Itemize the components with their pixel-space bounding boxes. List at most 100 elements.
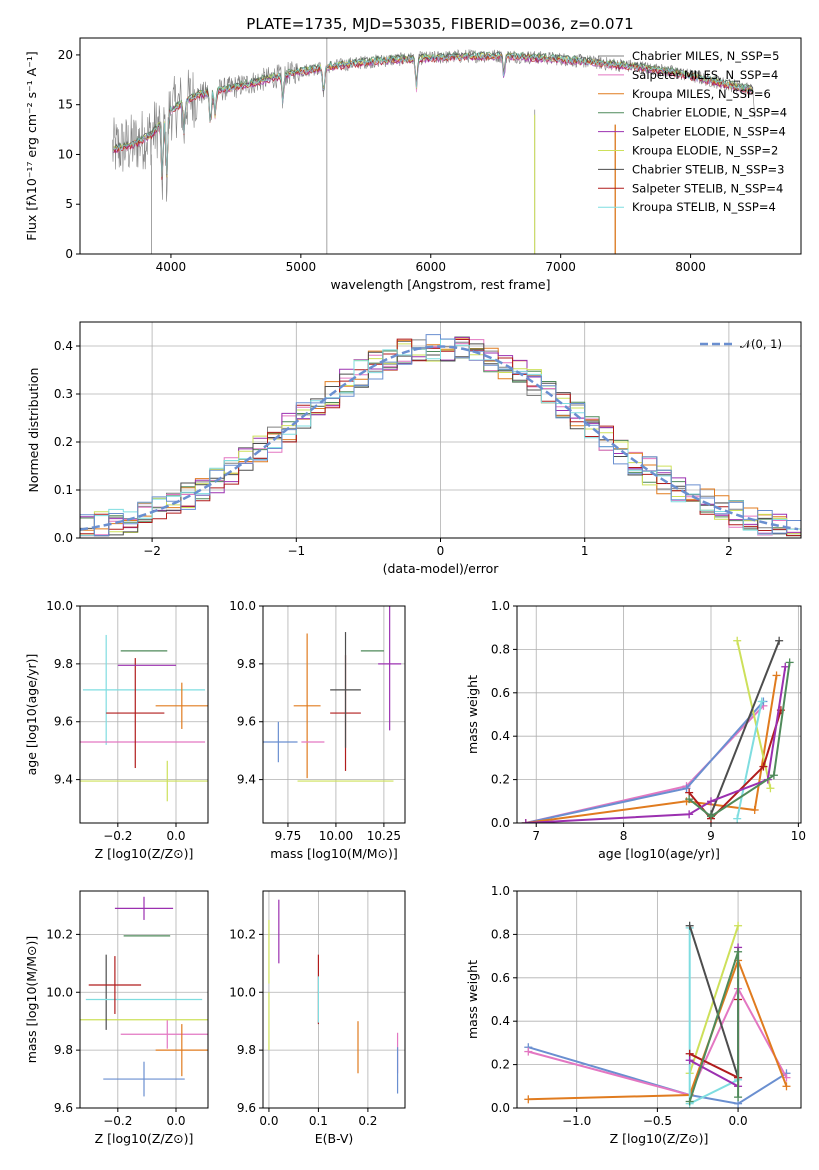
plus-marker: [785, 658, 794, 667]
panel-age_vs_mass: 9.75 10.00 10.25 9.4 9.6 9.8 10.0 mass [log10(M…: [229, 599, 406, 861]
errorbar-point: [378, 606, 402, 731]
errorbar-point: [103, 1061, 185, 1097]
plot-area: [80, 896, 208, 1097]
x-tick-label: 7000: [545, 260, 576, 274]
plus-marker: [521, 819, 530, 823]
x-tick-label: −0.2: [103, 829, 132, 843]
weight-line: [688, 951, 740, 1102]
plus-marker: [750, 805, 759, 814]
panel-mass_vs_EBV: 0.0 0.1 0.2 9.6 9.8 10.0 10.2 E(B-V): [229, 890, 406, 1146]
plot-area: [80, 334, 801, 537]
plus-marker: [524, 1047, 533, 1056]
errorbar-point: [263, 721, 298, 763]
errorbar-point: [114, 896, 174, 920]
legend-label: Salpeter STELIB, N_SSP=4: [632, 181, 783, 195]
x-tick-label: −1: [287, 544, 305, 558]
axes-frame: [79, 37, 802, 255]
y-tick-label: 0.0: [491, 1101, 510, 1115]
y-tick-label: 0.4: [491, 1014, 510, 1028]
legend-label: Chabrier ELODIE, N_SSP=4: [632, 106, 787, 120]
y-tick-label: 0.2: [491, 1058, 510, 1072]
axes-frame: [262, 890, 406, 1109]
y-tick-label: 0.8: [491, 927, 510, 941]
y-tick-label: 0.8: [491, 642, 510, 656]
plus-marker: [685, 1097, 694, 1106]
plus-marker: [733, 814, 742, 823]
y-tick-label: 0.4: [491, 729, 510, 743]
y-tick-label: 9.6: [54, 715, 73, 729]
plus-marker: [682, 784, 691, 793]
y-tick-label: 9.8: [54, 657, 73, 671]
axes-frame: [516, 890, 802, 1109]
x-tick-label: 10.00: [319, 829, 353, 843]
x-tick-label: 0.0: [729, 1114, 748, 1128]
x-tick-label: 8: [620, 829, 628, 843]
errorbar-point: [155, 1024, 208, 1077]
x-axis-label: E(B-V): [315, 1131, 354, 1146]
errorbar-point: [293, 633, 321, 779]
plus-marker: [734, 921, 743, 930]
legend: Chabrier MILES, N_SSP=5 Salpeter MILES, N…: [598, 49, 787, 214]
x-tick-label: 10.25: [367, 829, 401, 843]
x-tick-label: 0.0: [259, 1114, 278, 1128]
x-tick-label: −0.5: [643, 1114, 672, 1128]
x-tick-label: 7: [532, 829, 540, 843]
weight-line: [688, 662, 791, 818]
plus-marker: [772, 671, 781, 680]
x-tick-label: 4000: [156, 260, 187, 274]
y-tick-label: 9.4: [54, 773, 73, 787]
plus-marker: [685, 795, 694, 804]
x-tick-label: 0.1: [309, 1114, 328, 1128]
plus-marker: [734, 947, 743, 956]
model-spectrum-line: [113, 51, 754, 177]
x-tick-label: 9.75: [275, 829, 302, 843]
y-tick-label: 0: [65, 247, 73, 261]
x-axis-label: Z [log10(Z/Z⊙)]: [95, 846, 194, 861]
plus-marker: [706, 797, 715, 806]
y-axis-label: Normed distribution: [26, 368, 41, 493]
y-tick-label: 9.6: [54, 1101, 73, 1115]
legend-label: 𝒩(0, 1): [740, 337, 782, 351]
y-tick-label: 0.3: [54, 387, 73, 401]
y-tick-label: 10.2: [229, 927, 256, 941]
x-tick-label: 0: [437, 544, 445, 558]
legend: 𝒩(0, 1): [700, 337, 782, 351]
x-tick-label: −1.0: [562, 1114, 591, 1128]
plus-marker: [685, 1056, 694, 1065]
plus-marker: [781, 662, 790, 671]
y-tick-label: 0.0: [491, 816, 510, 830]
x-tick-label: 0.2: [358, 1114, 377, 1128]
legend-label: Kroupa STELIB, N_SSP=4: [632, 200, 776, 214]
y-tick-label: 5: [65, 197, 73, 211]
y-axis-label: age [log10(age/yr)]: [24, 654, 39, 776]
plot-area: [521, 636, 794, 823]
y-tick-label: 10.0: [46, 985, 73, 999]
y-axis-label: mass [log10(M/M⊙)]: [24, 936, 39, 1064]
plot-area: [80, 634, 208, 802]
weight-line: [528, 1046, 788, 1105]
y-axis-label: Flux [fλ10⁻¹⁷ erg cm⁻² s⁻¹ A⁻¹]: [24, 51, 39, 240]
y-tick-label: 0.6: [491, 971, 510, 985]
weight-line: [688, 925, 740, 1078]
weight-line: [688, 709, 782, 821]
weight-line: [710, 640, 781, 815]
x-tick-label: 6000: [415, 260, 446, 274]
legend-label: Kroupa ELODIE, N_SSP=2: [632, 144, 778, 158]
plus-marker: [775, 636, 784, 645]
y-axis-label: mass weight: [465, 960, 480, 1039]
y-tick-label: 9.8: [54, 1043, 73, 1057]
legend-label: Kroupa MILES, N_SSP=6: [632, 87, 771, 101]
y-tick-label: 0.2: [491, 773, 510, 787]
legend-label: Salpeter MILES, N_SSP=4: [632, 68, 778, 82]
errorbar-point: [106, 658, 165, 769]
panel-weight_vs_Z: −1.0 −0.5 0.0 0.0 0.2 0.4 0.6 0.8 1.0 Z [log10(Z/…: [465, 884, 802, 1146]
weight-line: [525, 675, 778, 823]
y-tick-label: 9.8: [237, 657, 256, 671]
figure-title: PLATE=1735, MJD=53035, FIBERID=0036, z=0…: [246, 15, 633, 33]
plus-marker: [706, 812, 715, 821]
y-tick-label: 10.0: [46, 599, 73, 613]
y-tick-label: 0.2: [54, 435, 73, 449]
x-axis-label: wavelength [Angstrom, rest frame]: [330, 277, 550, 292]
panel-spectrum: 4000 5000 6000 7000 8000 0 5 10 15 20 wavelength […: [24, 37, 802, 292]
